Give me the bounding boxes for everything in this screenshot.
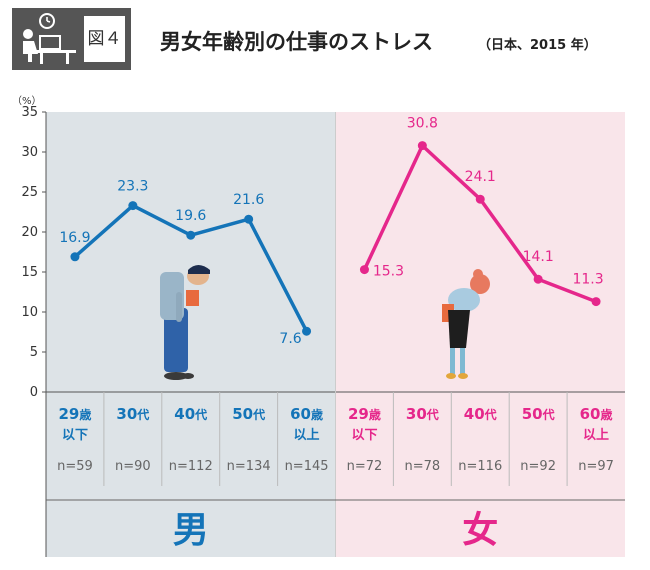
y-tick-label: 25 [21, 185, 38, 200]
category-label-male: 29歳 [59, 405, 92, 423]
data-point-male [70, 252, 80, 262]
category-label-female: 30代 [406, 405, 439, 423]
group-background-male [46, 112, 336, 557]
data-label-female: 24.1 [465, 169, 496, 185]
y-tick-label: 10 [21, 305, 38, 320]
data-point-female [591, 297, 601, 307]
data-point-male [302, 326, 312, 336]
data-label-female: 30.8 [407, 116, 438, 132]
figure-number: 図４ [87, 29, 122, 49]
person-at-desk-icon [23, 13, 76, 64]
figure-number-box: 図４ [84, 16, 125, 62]
category-label-line2-male: 以下 [62, 428, 88, 443]
sample-size-label: n=134 [227, 459, 271, 474]
group-background-female [335, 112, 625, 557]
data-label-male: 19.6 [175, 208, 206, 224]
data-label-male: 21.6 [233, 192, 264, 208]
sample-size-label: n=112 [169, 459, 213, 474]
data-point-female [533, 274, 543, 284]
data-label-female: 14.1 [523, 249, 554, 265]
y-tick-label: 35 [21, 105, 38, 120]
category-label-line2-female: 以上 [583, 428, 609, 443]
data-label-female: 11.3 [572, 272, 603, 288]
sample-size-label: n=78 [405, 459, 441, 474]
data-point-female [475, 194, 485, 204]
data-point-male [186, 230, 196, 240]
chart-title: 男女年齢別の仕事のストレス [160, 30, 433, 54]
sample-size-label: n=97 [578, 459, 614, 474]
data-label-male: 16.9 [59, 230, 90, 246]
chart-subtitle: （日本、2015 年） [478, 38, 597, 53]
sample-size-label: n=145 [285, 459, 329, 474]
y-tick-label: 0 [30, 385, 38, 400]
figure-badge: 図４ [12, 8, 131, 70]
data-point-female [417, 141, 427, 151]
stressed-man-illustration [160, 265, 210, 380]
data-label-female: 15.3 [373, 264, 404, 280]
sample-size-label: n=116 [458, 459, 502, 474]
group-label-female: 女 [462, 510, 498, 551]
category-label-male: 30代 [116, 405, 149, 423]
data-point-male [128, 201, 138, 211]
category-label-female: 40代 [464, 405, 497, 423]
category-label-male: 40代 [174, 405, 207, 423]
data-label-male: 23.3 [117, 179, 148, 195]
y-tick-label: 20 [21, 225, 38, 240]
sample-size-label: n=59 [57, 459, 93, 474]
sample-size-label: n=92 [520, 459, 556, 474]
category-label-male: 60歳 [290, 405, 323, 423]
category-label-female: 29歳 [348, 405, 381, 423]
data-point-female [359, 265, 369, 275]
group-label-male: 男 [173, 510, 209, 551]
stressed-woman-illustration [442, 269, 490, 379]
category-label-male: 50代 [232, 405, 265, 423]
category-label-female: 50代 [522, 405, 555, 423]
category-label-line2-female: 以下 [351, 428, 377, 443]
y-axis-unit-label: （%） [12, 96, 42, 107]
data-label-male: 7.6 [279, 331, 301, 347]
sample-size-label: n=72 [347, 459, 383, 474]
y-tick-label: 5 [30, 345, 38, 360]
category-label-line2-male: 以上 [294, 428, 320, 443]
y-tick-label: 15 [21, 265, 38, 280]
data-point-male [244, 214, 254, 224]
sample-size-label: n=90 [115, 459, 151, 474]
y-tick-label: 30 [21, 145, 38, 160]
category-label-female: 60歳 [580, 405, 613, 423]
